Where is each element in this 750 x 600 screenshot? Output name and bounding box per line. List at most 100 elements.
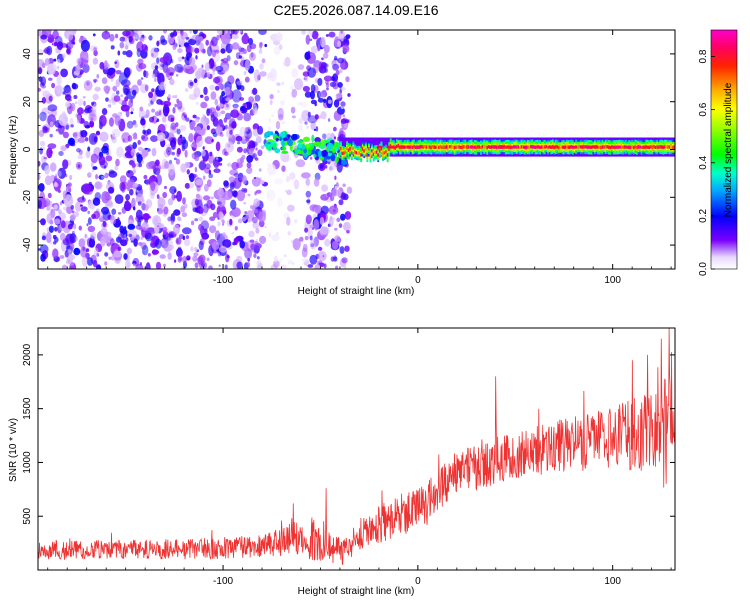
snr-series-line — [38, 328, 675, 565]
spectrogram-cell — [237, 45, 242, 51]
spectrogram-cell — [77, 154, 83, 160]
spectrogram-cell — [453, 145, 456, 150]
spectrogram-cell — [103, 165, 107, 169]
spectrogram-cell — [207, 46, 213, 57]
spectrogram-cell — [231, 190, 238, 197]
spectrogram-cell — [233, 60, 239, 66]
spectrogram-cell — [176, 98, 180, 104]
spectrogram-cell — [128, 35, 133, 43]
spectrogram-cell — [267, 126, 272, 131]
spectrogram-cell — [305, 34, 310, 45]
spectrogram-cell — [101, 175, 105, 179]
spectrogram-cell — [335, 69, 340, 76]
spectrogram-cell — [98, 121, 103, 130]
spectrogram-cell — [200, 101, 208, 109]
spectrogram-cell — [169, 78, 175, 86]
spectrogram-cell — [220, 110, 226, 115]
spectrogram-cell — [307, 264, 314, 268]
spectrogram-cell — [238, 110, 242, 114]
spectrogram-cell — [148, 102, 152, 107]
spectrogram-cell — [634, 145, 637, 149]
spectrogram-cell — [38, 173, 41, 181]
spectrogram-cell — [83, 234, 89, 242]
spectrogram-cell — [241, 154, 246, 160]
spectrogram-cell — [293, 78, 304, 91]
spectrogram-cell — [150, 47, 159, 59]
spectrogram-cell — [344, 150, 347, 154]
spectrogram-cell — [428, 145, 431, 149]
spectrogram-cell — [130, 107, 135, 112]
spectrogram-cell — [87, 210, 90, 215]
spectrogram-cell — [385, 150, 387, 154]
spectrogram-cell — [255, 136, 262, 144]
spectrogram-cell — [246, 261, 251, 268]
spectrogram-cell — [314, 137, 321, 143]
spectrogram-cell — [100, 116, 103, 121]
colorbar-tick-label: 0.4 — [698, 155, 709, 169]
spectrogram-cell — [182, 197, 186, 205]
spectrogram-cell — [133, 238, 138, 247]
spectrogram-cell — [49, 240, 53, 245]
spectrogram-cell — [132, 263, 136, 267]
spectrogram-cell — [456, 145, 459, 149]
spectrogram-cell — [69, 261, 75, 266]
spectrogram-cell — [215, 141, 221, 152]
spectrogram-cell — [77, 137, 86, 143]
spectrogram-cell — [156, 225, 160, 228]
spectrogram-cell — [303, 136, 310, 142]
spectrogram-cell — [656, 145, 659, 149]
spectrogram-cell — [173, 224, 180, 235]
spectrogram-cell — [201, 64, 204, 68]
spectrogram-cell — [130, 97, 133, 104]
spectrogram-cell — [123, 253, 128, 260]
spectrogram-cell — [274, 130, 278, 135]
spectrogram-cell — [181, 212, 188, 218]
spectrogram-cell — [210, 114, 216, 122]
spectrogram-cell — [340, 192, 347, 201]
spectrogram-cell — [304, 51, 311, 61]
spectrogram-cell — [631, 145, 634, 149]
spectrogram-cell — [411, 145, 414, 149]
spectrogram-cell — [60, 220, 66, 229]
spectrogram-cell — [320, 205, 329, 215]
spectrogram-cell — [567, 145, 570, 149]
spectrogram-cell — [71, 102, 76, 112]
spectrogram-cell — [450, 145, 453, 149]
spectrogram-cell — [126, 229, 137, 238]
spectrogram-cell — [531, 145, 536, 149]
spectrogram-cell — [137, 79, 142, 86]
spectrogram-cell — [170, 117, 175, 122]
spectrogram-cell — [209, 151, 213, 157]
y-tick-label: 40 — [22, 48, 33, 60]
spectrogram-cell — [56, 74, 62, 86]
spectrogram-cell — [140, 242, 147, 250]
spectrogram-cell — [176, 147, 181, 155]
spectrogram-cell — [298, 143, 303, 149]
spectrogram-cell — [73, 223, 77, 230]
spectrogram-cell — [258, 30, 267, 35]
spectrogram-cell — [255, 157, 259, 161]
spectrogram-cell — [99, 61, 105, 70]
spectrogram-cell — [39, 111, 47, 122]
spectrogram-cell — [170, 122, 177, 130]
spectrogram-cell — [338, 199, 344, 206]
spectrogram-cell — [154, 238, 162, 249]
spectrogram-cell — [252, 152, 258, 160]
spectrogram-cell — [112, 85, 118, 92]
spectrogram-cell — [146, 128, 152, 135]
spectrogram-cell — [230, 199, 237, 210]
spectrogram-cell — [114, 115, 121, 126]
spectrogram-cell — [309, 38, 313, 42]
spectrogram-cell — [159, 81, 167, 91]
spectrogram-cell — [144, 114, 149, 119]
spectrogram-cell — [156, 57, 160, 64]
spectrogram-cell — [132, 135, 138, 140]
spectrogram-cell — [383, 151, 386, 155]
spectrogram-cell — [604, 145, 607, 149]
spectrogram-cell — [520, 145, 523, 149]
spectrogram-cell — [111, 128, 121, 138]
spectrogram-cell — [305, 190, 311, 198]
spectrogram-cell — [42, 90, 50, 98]
spectrogram-cell — [388, 147, 391, 152]
spectrogram-cell — [492, 145, 497, 149]
